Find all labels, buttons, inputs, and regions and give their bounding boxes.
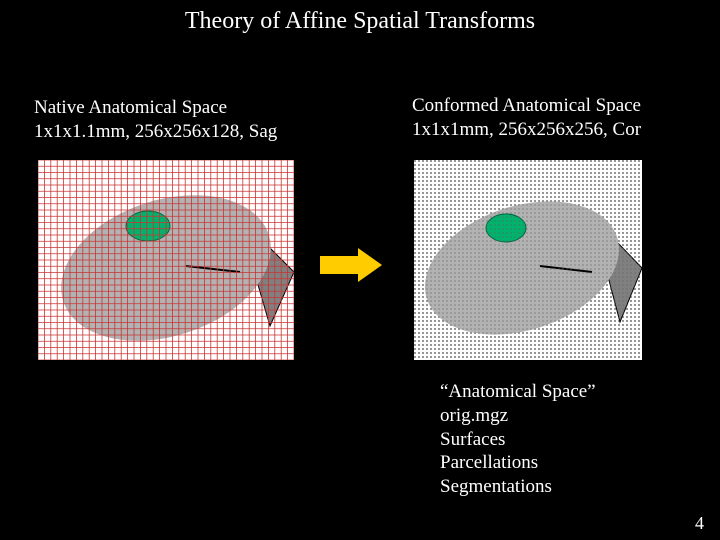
conformed-space-panel	[412, 158, 640, 358]
native-space-panel	[36, 158, 292, 358]
slide-number: 4	[695, 513, 704, 534]
native-space-figure	[38, 160, 294, 360]
left-panel-label: Native Anatomical Space 1x1x1.1mm, 256x2…	[34, 96, 277, 144]
bullet-item: Surfaces	[440, 428, 596, 452]
slide-title: Theory of Affine Spatial Transforms	[0, 8, 720, 35]
transform-arrow	[320, 248, 384, 282]
arrow-stem	[320, 256, 360, 274]
bullet-list: “Anatomical Space” orig.mgz Surfaces Par…	[440, 380, 596, 499]
right-panel-label: Conformed Anatomical Space 1x1x1mm, 256x…	[412, 94, 641, 142]
bullet-item: orig.mgz	[440, 404, 596, 428]
arrow-head-icon	[358, 248, 382, 282]
bullet-item: Segmentations	[440, 475, 596, 499]
left-label-line1: Native Anatomical Space	[34, 96, 277, 120]
left-label-line2: 1x1x1.1mm, 256x256x128, Sag	[34, 120, 277, 144]
bullet-item: “Anatomical Space”	[440, 380, 596, 404]
right-label-line1: Conformed Anatomical Space	[412, 94, 641, 118]
right-label-line2: 1x1x1mm, 256x256x256, Cor	[412, 118, 641, 142]
bullet-item: Parcellations	[440, 451, 596, 475]
conformed-space-figure	[414, 160, 642, 360]
